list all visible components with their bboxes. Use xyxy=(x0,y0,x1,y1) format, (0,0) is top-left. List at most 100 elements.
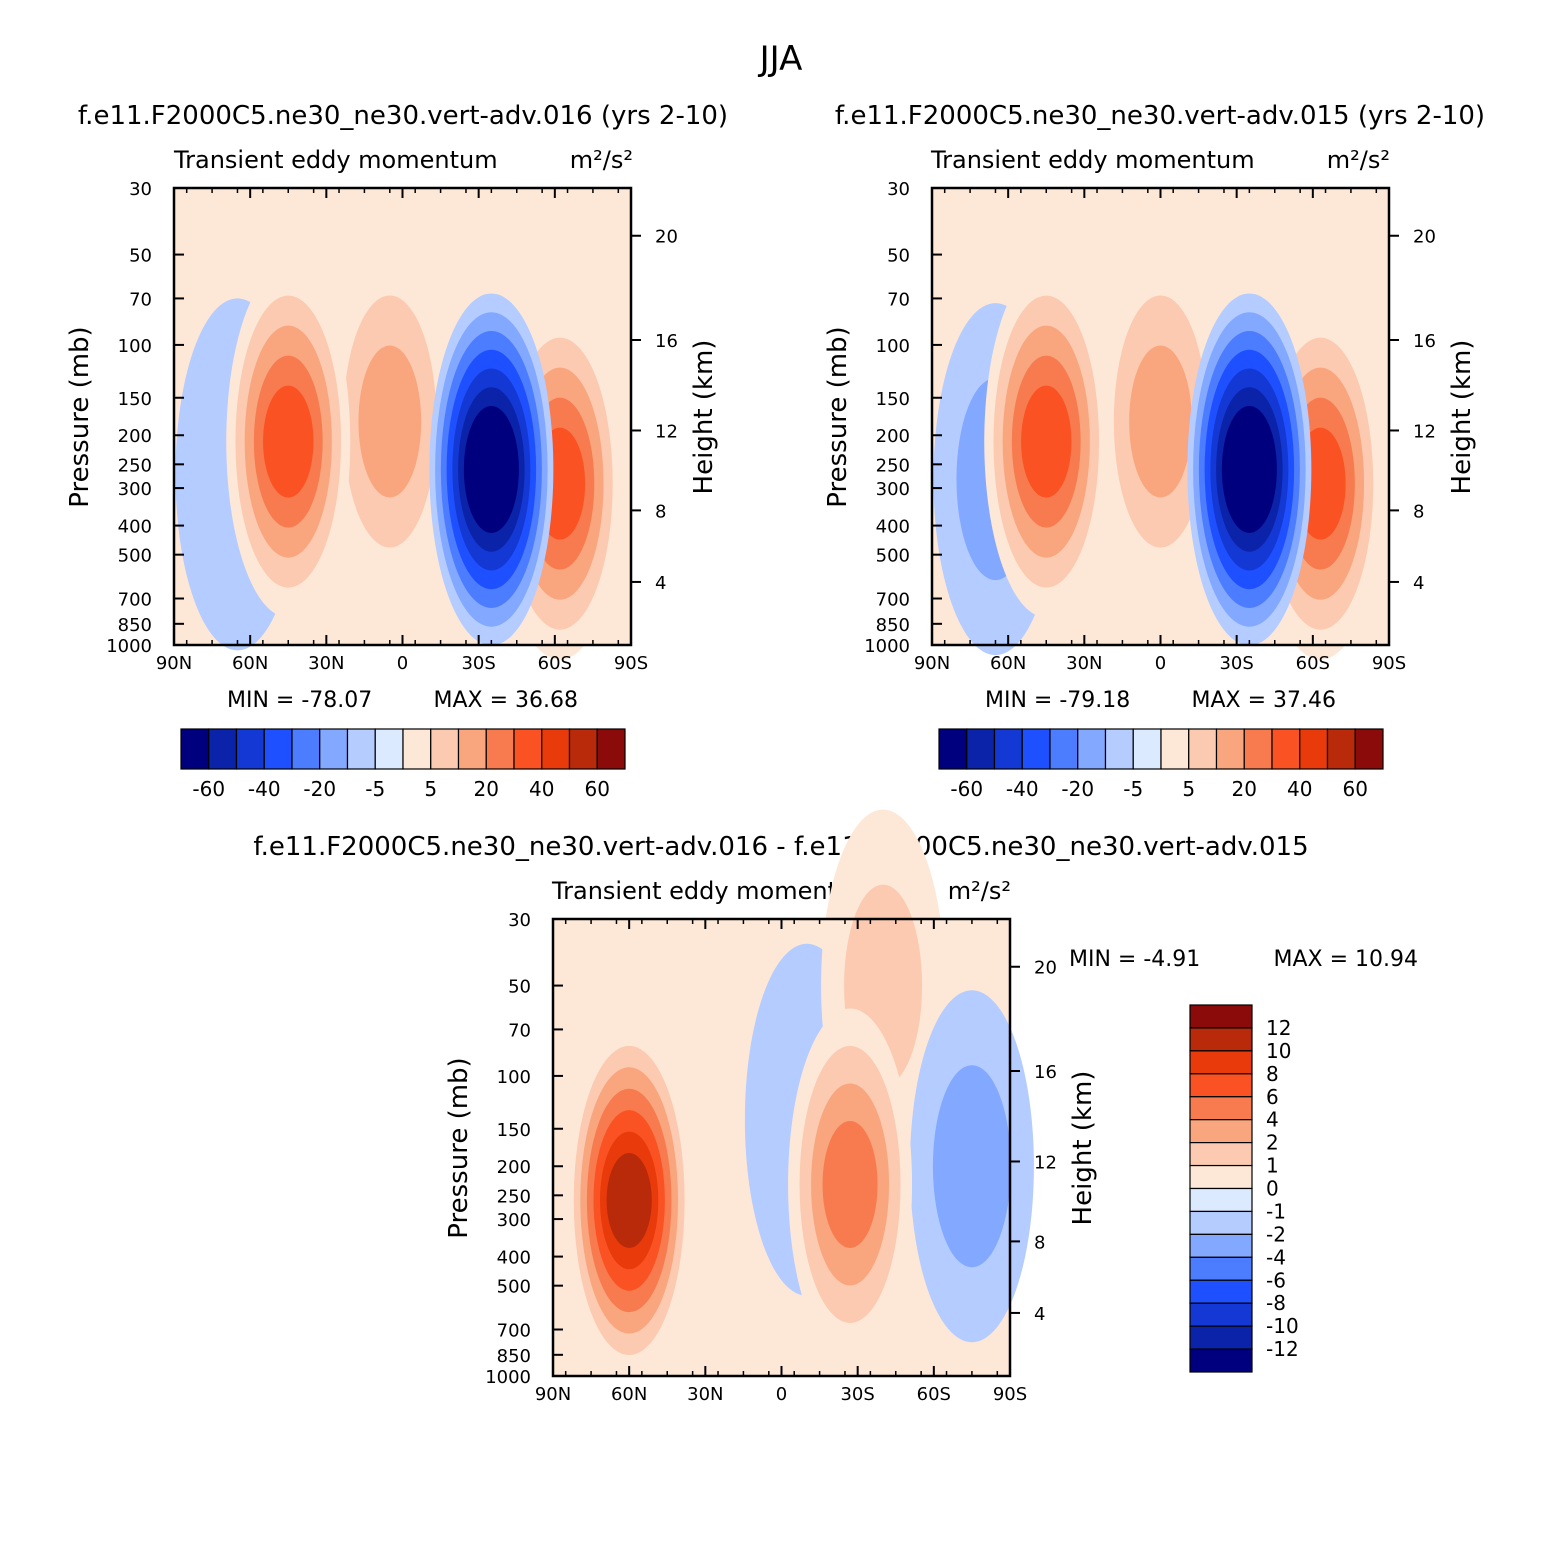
panel-3-colorbar-box xyxy=(1189,1164,1253,1190)
panel-1-x-tick-label: 0 xyxy=(397,653,408,674)
panel-1-colorbar-label: 60 xyxy=(585,777,610,801)
panel-3-y-tick-label: 150 xyxy=(497,1120,531,1141)
panel-1-colorbar-label: 5 xyxy=(424,777,437,801)
panel-1-colorbar-box xyxy=(402,728,432,770)
panel-3-contour-3-3 xyxy=(822,1120,878,1248)
panel-1-colorbar-box xyxy=(513,728,543,770)
panel-1-colorbar-box xyxy=(346,728,376,770)
panel-1-y-tick-label: 700 xyxy=(118,590,152,611)
panel-3-units: m²/s² xyxy=(948,877,1011,905)
panel-1-colorbar-label: 20 xyxy=(474,777,499,801)
panel-3-colorbar-box xyxy=(1189,1119,1253,1144)
panel-3-x-tick-label: 90S xyxy=(993,1384,1027,1405)
panel-3-colorbar-box xyxy=(1189,1325,1253,1350)
panel-2-contour-1-2 xyxy=(1129,345,1192,498)
panel-2-colorbar-box xyxy=(1215,728,1245,770)
panel-1-x-tick-label: 90S xyxy=(614,653,648,674)
panel-1-y-right-tick-label: 4 xyxy=(655,573,666,594)
panel-1-x-tick-label: 60N xyxy=(232,653,268,674)
panel-3-y-tick-label: 30 xyxy=(508,910,531,931)
panel-3-colorbar-box xyxy=(1189,1187,1253,1213)
panel-3-colorbar-box xyxy=(1189,1256,1253,1281)
panel-3-x-tick-label: 60N xyxy=(611,1384,647,1405)
panel-3-colorbar-label: -12 xyxy=(1266,1337,1299,1361)
panel-1-y-tick-label: 300 xyxy=(118,479,152,500)
panel-2-colorbar-box xyxy=(1271,728,1301,770)
panel-1-x-tick-label: 30S xyxy=(461,653,495,674)
panel-2-y-tick-label: 500 xyxy=(876,546,910,567)
panel-3-y-tick-label: 850 xyxy=(497,1346,531,1367)
panel-1-x-tick-label: 30N xyxy=(308,653,344,674)
panel-2-colorbar-label: 40 xyxy=(1287,777,1312,801)
panel-3-colorbar-label: 2 xyxy=(1266,1131,1279,1155)
panel-1-y-tick-label: 30 xyxy=(129,179,152,200)
panel-1-y-tick-label: 400 xyxy=(118,517,152,538)
panel-1-min-label: MIN = -78.07 xyxy=(227,688,372,713)
panel-1-max-label: MAX = 36.68 xyxy=(433,688,578,713)
panel-2-colorbar-box xyxy=(1021,728,1051,770)
panel-3-y-right-tick-label: 12 xyxy=(1034,1152,1057,1173)
panel-3-y-tick-label: 500 xyxy=(497,1277,531,1298)
panel-1-y-right-tick-label: 20 xyxy=(655,227,678,248)
panel-3-colorbar-label: -10 xyxy=(1266,1314,1299,1338)
panel-2-x-tick-label: 60N xyxy=(990,653,1026,674)
panel-1-colorbar-box xyxy=(180,728,210,770)
panel-3-colorbar-label: -8 xyxy=(1266,1291,1286,1315)
panel-2-colorbar-box xyxy=(966,728,996,770)
panel-3-y-tick-label: 200 xyxy=(497,1157,531,1178)
panel-2-y-tick-label: 250 xyxy=(876,455,910,476)
panel-1-colorbar-box xyxy=(541,728,571,770)
panel-1-colorbar-box xyxy=(235,728,265,770)
panel-2-colorbar-label: -5 xyxy=(1123,777,1143,801)
panel-2-y-tick-label: 50 xyxy=(887,246,910,267)
panel-3-colorbar-label: 1 xyxy=(1266,1154,1279,1178)
panel-2-contour-2-4 xyxy=(1021,385,1072,498)
panel-3-x-tick-label: 30N xyxy=(687,1384,723,1405)
panel-1-contour-2-4 xyxy=(263,385,314,498)
panel-3-y-tick-label: 250 xyxy=(497,1186,531,1207)
panel-3-y-tick-label: 70 xyxy=(508,1020,531,1041)
panel-3-colorbar-box xyxy=(1189,1073,1253,1098)
panel-3-colorbar-label: 10 xyxy=(1266,1039,1291,1063)
panel-3-y-tick-label: 700 xyxy=(497,1321,531,1342)
panel-1-y-tick-label: 500 xyxy=(118,546,152,567)
panel-2-colorbar-label: -20 xyxy=(1061,777,1094,801)
panel-3-y-tick-label: 50 xyxy=(508,977,531,998)
panel-2-colorbar-box xyxy=(1188,728,1218,770)
panel-2-y-tick-label: 30 xyxy=(887,179,910,200)
panel-1-colorbar-label: 40 xyxy=(529,777,554,801)
panel-3-colorbar-box xyxy=(1189,1279,1253,1304)
panel-2-colorbar-label: -40 xyxy=(1006,777,1039,801)
panel-3-colorbar-label: 8 xyxy=(1266,1062,1279,1086)
panel-2-y-tick-label: 1000 xyxy=(864,636,910,657)
panel-3-contour-4-6 xyxy=(606,1153,652,1248)
panel-2-y-right-tick-label: 16 xyxy=(1413,331,1436,352)
panel-2-colorbar-box xyxy=(1243,728,1273,770)
panel-2-colorbar-label: -60 xyxy=(950,777,983,801)
panel-2-x-tick-label: 90S xyxy=(1372,653,1406,674)
panel-2-y-tick-label: 150 xyxy=(876,389,910,410)
panel-1-colorbar-box xyxy=(319,728,349,770)
panel-3-ylabel: Pressure (mb) xyxy=(444,1057,474,1238)
panel-1-y-tick-label: 100 xyxy=(118,336,152,357)
panel-1-colorbar-box xyxy=(430,728,460,770)
panel-3-y-right-tick-label: 4 xyxy=(1034,1304,1045,1325)
panel-3-colorbar-label: -6 xyxy=(1266,1268,1286,1292)
panel-2-max-label: MAX = 37.46 xyxy=(1191,688,1336,713)
panel-3-subtitle: Transient eddy momentum xyxy=(551,877,876,905)
panel-2-y-right-tick-label: 8 xyxy=(1413,501,1424,522)
panel-2-y-right-tick-label: 12 xyxy=(1413,421,1436,442)
panel-3-y-right-tick-label: 8 xyxy=(1034,1232,1045,1253)
panel-1-units: m²/s² xyxy=(570,146,633,174)
panel-2-ylabel-right: Height (km) xyxy=(1447,340,1477,495)
panel-3-colorbar-box xyxy=(1189,1302,1253,1327)
panel-1-ylabel: Pressure (mb) xyxy=(65,326,95,507)
panel-1-colorbar-box xyxy=(568,728,598,770)
panel-2-colorbar-box xyxy=(1104,728,1134,770)
panel-1-y-tick-label: 250 xyxy=(118,455,152,476)
panel-2-subtitle: Transient eddy momentum xyxy=(930,146,1255,174)
panel-2-colorbar-label: 60 xyxy=(1343,777,1368,801)
panel-1-y-tick-label: 850 xyxy=(118,615,152,636)
